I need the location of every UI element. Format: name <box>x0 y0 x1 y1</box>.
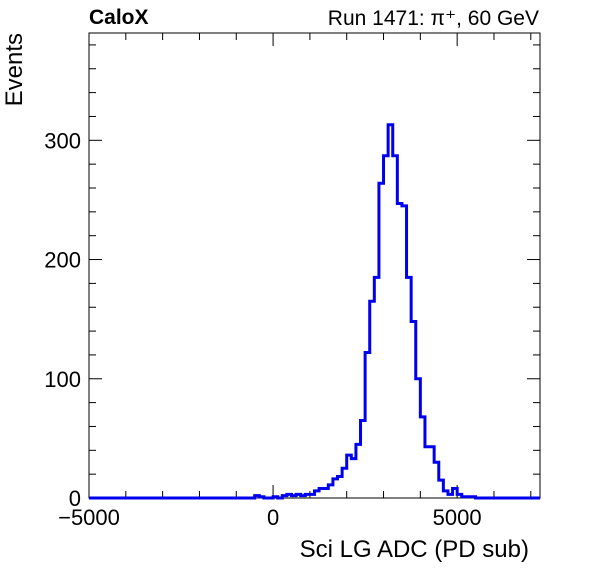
histogram-series-line <box>89 125 540 498</box>
run-label: Run 1471: π⁺, 60 GeV <box>328 6 539 31</box>
x-tick-label: 5000 <box>433 505 482 530</box>
y-tick-label: 100 <box>44 367 81 392</box>
y-axis-title: Events <box>1 33 28 106</box>
y-tick-label: 0 <box>69 486 81 511</box>
x-tick-label: 0 <box>267 505 279 530</box>
x-tick-label: −5000 <box>58 505 120 530</box>
y-tick-label: 200 <box>44 248 81 273</box>
y-tick-label: 300 <box>44 128 81 153</box>
experiment-label: CaloX <box>89 6 149 30</box>
axis-ticks <box>89 33 540 498</box>
x-axis-title: Sci LG ADC (PD sub) <box>300 536 529 563</box>
plot-frame <box>89 33 540 498</box>
